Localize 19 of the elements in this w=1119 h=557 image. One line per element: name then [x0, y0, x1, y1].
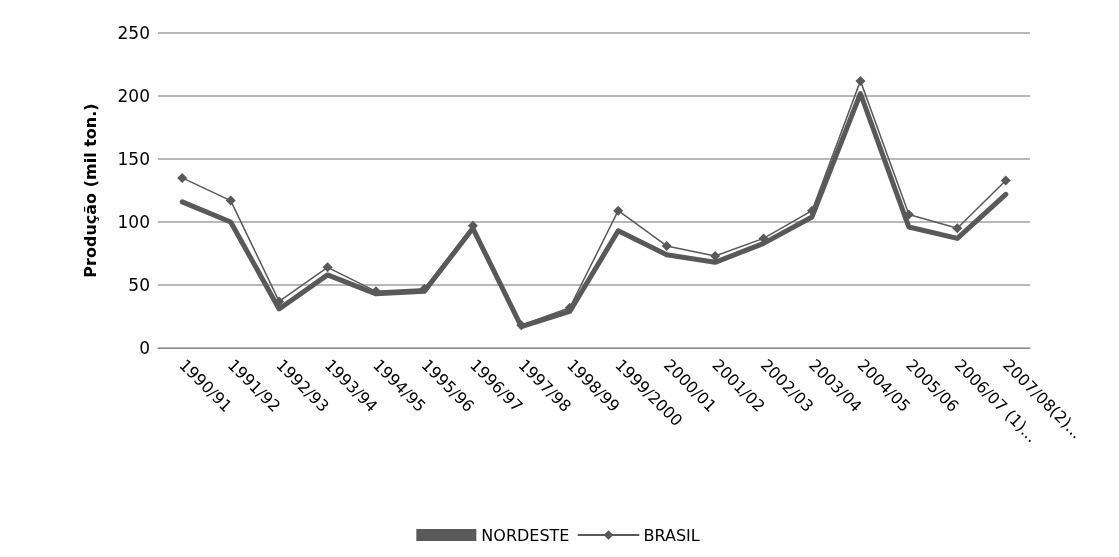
- y-tick-label: 50: [128, 275, 150, 295]
- point: [322, 262, 333, 273]
- y-tick-label: 200: [117, 86, 150, 106]
- y-tick-label: 100: [117, 212, 150, 232]
- point: [952, 223, 963, 234]
- point: [177, 172, 188, 183]
- point: [225, 195, 236, 206]
- point: [661, 240, 672, 251]
- point: [1000, 175, 1011, 186]
- y-tick-label: 0: [139, 338, 150, 358]
- point: [807, 205, 817, 216]
- y-axis-title: Produção (mil ton.): [80, 103, 100, 278]
- point: [419, 283, 430, 294]
- point: [855, 75, 866, 86]
- legend-label: NORDESTE: [481, 525, 570, 545]
- legend-label: BRASIL: [643, 525, 700, 545]
- y-tick-label: 150: [117, 149, 150, 169]
- y-tick-label: 250: [117, 23, 150, 43]
- point: [613, 205, 624, 216]
